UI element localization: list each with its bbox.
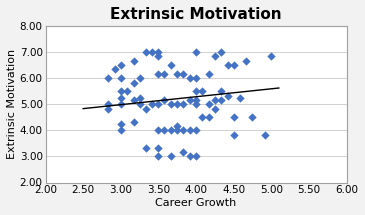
Point bbox=[118, 89, 124, 93]
Point bbox=[268, 55, 274, 58]
Point bbox=[193, 129, 199, 132]
Point bbox=[155, 50, 161, 54]
Title: Extrinsic Motivation: Extrinsic Motivation bbox=[110, 7, 282, 22]
Point bbox=[118, 96, 124, 99]
Point bbox=[155, 129, 161, 132]
Y-axis label: Extrinsic Motivation: Extrinsic Motivation bbox=[7, 49, 17, 159]
Point bbox=[231, 115, 237, 119]
Point bbox=[218, 89, 224, 93]
Point bbox=[250, 115, 256, 119]
Point bbox=[112, 68, 118, 71]
Point bbox=[193, 50, 199, 54]
Point bbox=[187, 76, 193, 80]
Point bbox=[143, 107, 149, 110]
Point bbox=[149, 103, 155, 106]
Point bbox=[155, 72, 161, 75]
Point bbox=[193, 76, 199, 80]
Point bbox=[105, 107, 111, 110]
Point bbox=[149, 50, 155, 54]
Point bbox=[174, 129, 180, 132]
Point bbox=[168, 155, 174, 158]
Point bbox=[105, 76, 111, 80]
Point bbox=[218, 98, 224, 101]
Point bbox=[131, 59, 137, 62]
Point bbox=[187, 98, 193, 101]
Point bbox=[212, 107, 218, 110]
Point bbox=[193, 89, 199, 93]
Point bbox=[212, 55, 218, 58]
Point bbox=[243, 59, 249, 62]
Point bbox=[155, 155, 161, 158]
Point bbox=[193, 98, 199, 101]
Point bbox=[180, 72, 186, 75]
Point bbox=[161, 98, 167, 101]
Point bbox=[225, 94, 231, 97]
Point bbox=[118, 103, 124, 106]
Point bbox=[131, 120, 137, 123]
Point bbox=[193, 103, 199, 106]
Point bbox=[161, 72, 167, 75]
Point bbox=[137, 103, 142, 106]
Point bbox=[193, 155, 199, 158]
Point bbox=[206, 103, 212, 106]
Point bbox=[131, 81, 137, 84]
Point bbox=[206, 115, 212, 119]
Point bbox=[237, 96, 243, 99]
Point bbox=[231, 63, 237, 67]
Point bbox=[187, 155, 193, 158]
Point bbox=[180, 150, 186, 154]
Point bbox=[187, 129, 193, 132]
Point bbox=[118, 63, 124, 67]
Point bbox=[180, 103, 186, 106]
Point bbox=[131, 98, 137, 101]
Point bbox=[180, 129, 186, 132]
Point bbox=[231, 133, 237, 137]
Point bbox=[212, 98, 218, 101]
Point bbox=[168, 103, 174, 106]
Point bbox=[174, 124, 180, 127]
Point bbox=[225, 63, 231, 67]
Point bbox=[161, 129, 167, 132]
Point bbox=[199, 89, 205, 93]
Point bbox=[155, 55, 161, 58]
Point bbox=[174, 103, 180, 106]
Point bbox=[174, 72, 180, 75]
Point bbox=[137, 96, 142, 99]
Point bbox=[199, 115, 205, 119]
X-axis label: Career Growth: Career Growth bbox=[155, 198, 237, 208]
Point bbox=[137, 76, 142, 80]
Point bbox=[155, 103, 161, 106]
Point bbox=[143, 146, 149, 149]
Point bbox=[168, 129, 174, 132]
Point bbox=[124, 89, 130, 93]
Point bbox=[168, 63, 174, 67]
Point bbox=[118, 122, 124, 126]
Point bbox=[143, 50, 149, 54]
Point bbox=[218, 50, 224, 54]
Point bbox=[118, 76, 124, 80]
Point bbox=[206, 72, 212, 75]
Point bbox=[155, 146, 161, 149]
Point bbox=[262, 133, 268, 137]
Point bbox=[105, 103, 111, 106]
Point bbox=[118, 129, 124, 132]
